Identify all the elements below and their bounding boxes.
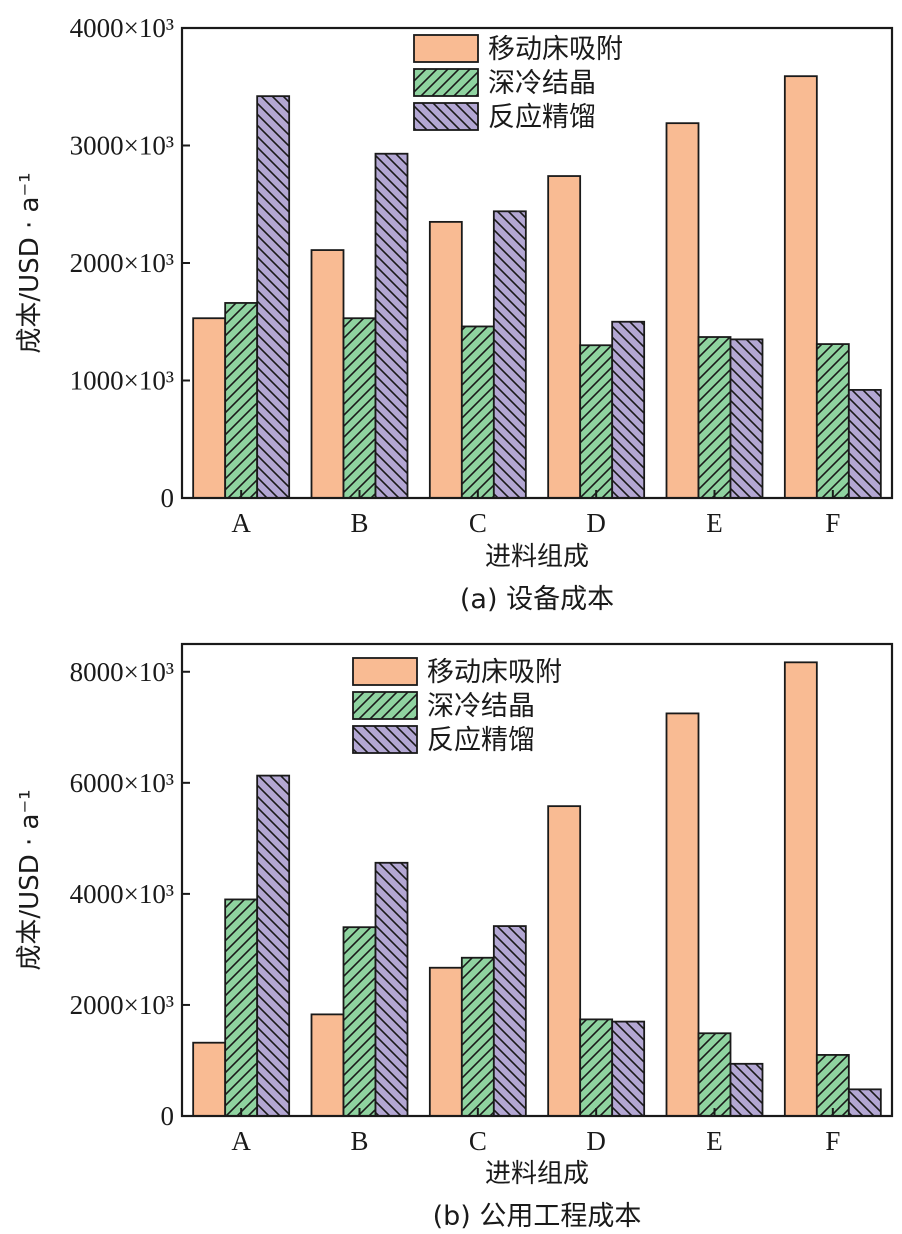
y-tick-label: 2000×10³ <box>70 990 174 1020</box>
bar-solid-A <box>192 317 227 499</box>
bar-hatch-forward-A <box>224 898 259 1117</box>
y-tick-label: 3000×10³ <box>70 131 174 161</box>
legend-swatch <box>352 657 418 686</box>
bar-hatch-back-C <box>492 925 527 1117</box>
bar-hatch-forward-A <box>224 302 259 499</box>
bar-hatch-forward-D <box>579 1018 614 1117</box>
bar-solid-E <box>665 712 700 1117</box>
legend-label: 移动床吸附 <box>427 657 562 688</box>
bar-hatch-back-A <box>256 95 291 499</box>
y-tick-label: 1000×10³ <box>70 366 174 396</box>
chart-panel-a: 0 1000×10³ 2000×10³ 3000×10³ 4000×10³ A B C D E F 进… <box>15 13 894 615</box>
x-tick-label: E <box>706 508 723 538</box>
legend-swatch <box>413 102 479 131</box>
legend-label: 移动床吸附 <box>488 34 623 65</box>
legend-swatch <box>352 691 418 720</box>
legend-swatch <box>413 34 479 63</box>
bar-hatch-back-F <box>847 1088 882 1117</box>
bar-hatch-back-D <box>611 1020 646 1117</box>
chart-panel-b: 0 2000×10³ 4000×10³ 6000×10³ 8000×10³ A B C D E F 进… <box>15 642 894 1232</box>
x-tick-label: C <box>469 1126 487 1156</box>
bar-hatch-forward-D <box>579 344 614 499</box>
legend-swatch <box>413 68 479 97</box>
bar-hatch-forward-F <box>815 1054 850 1117</box>
x-axis-title: 进料组成 <box>485 542 589 572</box>
plot-frame <box>180 642 894 1118</box>
x-tick-label: B <box>350 1126 368 1156</box>
bar-solid-B <box>310 249 345 499</box>
bar-hatch-back-E <box>729 338 764 499</box>
x-tick-label: A <box>231 1126 251 1156</box>
x-tick-label: D <box>586 508 606 538</box>
x-tick-label: C <box>469 508 487 538</box>
bar-hatch-forward-E <box>697 336 732 499</box>
y-tick-label: 2000×10³ <box>70 248 174 278</box>
bar-hatch-back-C <box>492 210 527 499</box>
y-tick-label: 6000×10³ <box>70 768 174 798</box>
y-tick-label: 0 <box>161 1101 175 1131</box>
chart-caption: (b) 公用工程成本 <box>433 1201 642 1232</box>
x-tick-label: F <box>825 1126 840 1156</box>
legend-swatch <box>352 725 418 754</box>
y-axis-title: 成本/USD · a⁻¹ <box>15 789 45 970</box>
y-tick-label: 8000×10³ <box>70 657 174 687</box>
y-tick-label: 0 <box>161 483 175 513</box>
bar-hatch-forward-C <box>460 956 495 1117</box>
x-tick-label: D <box>586 1126 606 1156</box>
bar-hatch-back-F <box>847 388 882 499</box>
y-axis-title: 成本/USD · a⁻¹ <box>15 172 45 353</box>
bar-hatch-back-A <box>256 774 291 1117</box>
bar-hatch-back-D <box>611 320 646 499</box>
y-tick-label: 4000×10³ <box>70 13 174 43</box>
bar-hatch-back-B <box>374 152 409 499</box>
chart-caption: (a) 设备成本 <box>460 584 614 615</box>
bar-solid-D <box>547 175 582 499</box>
bar-solid-F <box>783 75 818 499</box>
bar-solid-E <box>665 122 700 499</box>
bar-hatch-forward-B <box>342 926 377 1117</box>
bar-hatch-forward-B <box>342 317 377 499</box>
x-tick-label: A <box>231 508 251 538</box>
bar-solid-C <box>428 220 463 499</box>
y-tick-label: 4000×10³ <box>70 879 174 909</box>
bar-solid-C <box>428 966 463 1117</box>
bar-hatch-forward-E <box>697 1032 732 1117</box>
bar-hatch-back-E <box>729 1062 764 1117</box>
x-tick-label: B <box>350 508 368 538</box>
bar-hatch-forward-F <box>815 343 850 499</box>
bar-solid-F <box>783 661 818 1117</box>
bar-hatch-forward-C <box>460 325 495 499</box>
x-tick-label: F <box>825 508 840 538</box>
legend-label: 反应精馏 <box>488 102 596 133</box>
legend-label: 深冷结晶 <box>488 68 596 99</box>
bar-solid-A <box>192 1041 227 1117</box>
legend-label: 反应精馏 <box>427 725 535 756</box>
bar-solid-D <box>547 805 582 1117</box>
bar-hatch-back-B <box>374 861 409 1117</box>
bar-solid-B <box>310 1013 345 1117</box>
legend-label: 深冷结晶 <box>427 691 535 722</box>
x-axis-title: 进料组成 <box>485 1159 589 1189</box>
x-tick-label: E <box>706 1126 723 1156</box>
